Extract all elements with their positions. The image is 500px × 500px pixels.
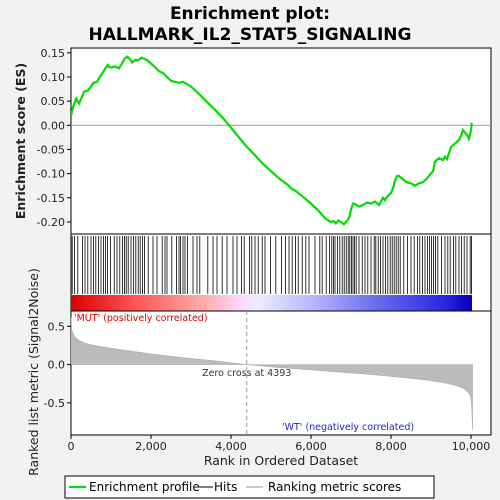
chart-title: Enrichment plot: — [170, 4, 330, 24]
enrichment-profile-line — [71, 55, 473, 226]
negative-correlation-label: 'WT' (negatively correlated) — [282, 422, 414, 433]
es-y-tick-label: -0.15 — [37, 192, 65, 205]
es-plot-area — [70, 47, 492, 235]
es-y-axis: -0.20 -0.15 -0.10 -0.05 0.00 0.05 0.10 0.15 — [37, 47, 71, 229]
es-y-tick-label: 0.10 — [41, 71, 66, 84]
x-tick-label: 0 — [68, 440, 75, 453]
rank-y-tick-label: 0.0 — [48, 359, 66, 372]
rank-y-tick-label: 0.5 — [48, 320, 66, 333]
rank-color-bar — [71, 295, 472, 311]
es-y-axis-label: Enrichment score (ES) — [13, 63, 28, 219]
rank-y-tick-label: -0.5 — [44, 397, 65, 410]
x-tick-label: 4,000 — [215, 440, 247, 453]
x-tick-label: 6,000 — [295, 440, 327, 453]
legend-enrichment-label: Enrichment profile — [89, 480, 200, 494]
chart-subtitle: HALLMARK_IL2_STAT5_SIGNALING — [89, 25, 412, 45]
x-tick-label: 2,000 — [135, 440, 167, 453]
es-y-tick-label: 0.05 — [41, 95, 66, 108]
es-y-tick-label: 0.15 — [41, 47, 66, 60]
rank-y-axis-label: Ranked list metric (Signal2Noise) — [26, 268, 41, 476]
zero-cross-label: Zero cross at 4393 — [202, 368, 291, 379]
positive-correlation-label: 'MUT' (positively correlated) — [74, 313, 208, 324]
es-y-tick-label: -0.20 — [37, 216, 65, 229]
rank-x-axis: 0 2,000 4,000 6,000 8,000 10,000 — [68, 435, 491, 453]
es-y-tick-label: 0.00 — [41, 119, 66, 132]
x-tick-label: 10,000 — [452, 440, 491, 453]
ranking-metric-area — [71, 317, 473, 430]
rank-x-axis-label: Rank in Ordered Dataset — [204, 453, 358, 468]
x-tick-label: 8,000 — [375, 440, 407, 453]
hits-marks — [71, 236, 472, 294]
legend-hits-label: Hits — [214, 480, 237, 494]
legend-metric-label: Ranking metric scores — [268, 480, 401, 494]
es-y-tick-label: -0.10 — [37, 168, 65, 181]
es-y-tick-label: -0.05 — [37, 143, 65, 156]
rank-y-axis: -0.5 0.0 0.5 — [44, 320, 71, 410]
